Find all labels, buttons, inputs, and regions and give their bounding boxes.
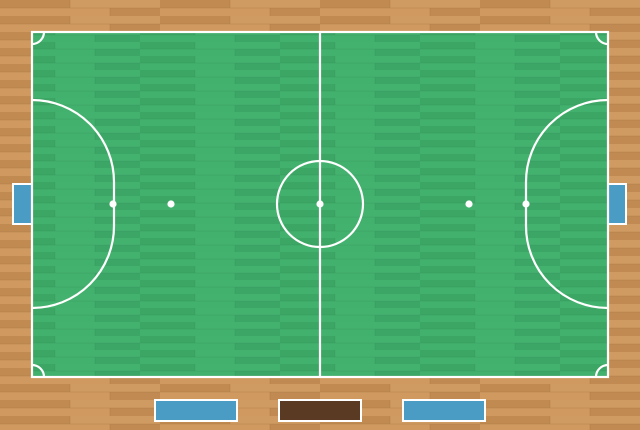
right-second-penalty-spot (465, 200, 473, 208)
right-goal (606, 183, 627, 225)
right-bench (402, 399, 486, 422)
right-penalty-spot (522, 200, 530, 208)
corner-arc-top-right (594, 31, 609, 46)
center-spot (316, 200, 324, 208)
corner-arc-bottom-right (594, 363, 609, 378)
left-bench (154, 399, 238, 422)
corner-arc-top-left (31, 31, 46, 46)
center-circle (275, 159, 365, 249)
left-goal (12, 183, 33, 225)
officials-table (278, 399, 362, 422)
left-second-penalty-spot (167, 200, 175, 208)
corner-arc-bottom-left (31, 363, 46, 378)
left-penalty-spot (109, 200, 117, 208)
